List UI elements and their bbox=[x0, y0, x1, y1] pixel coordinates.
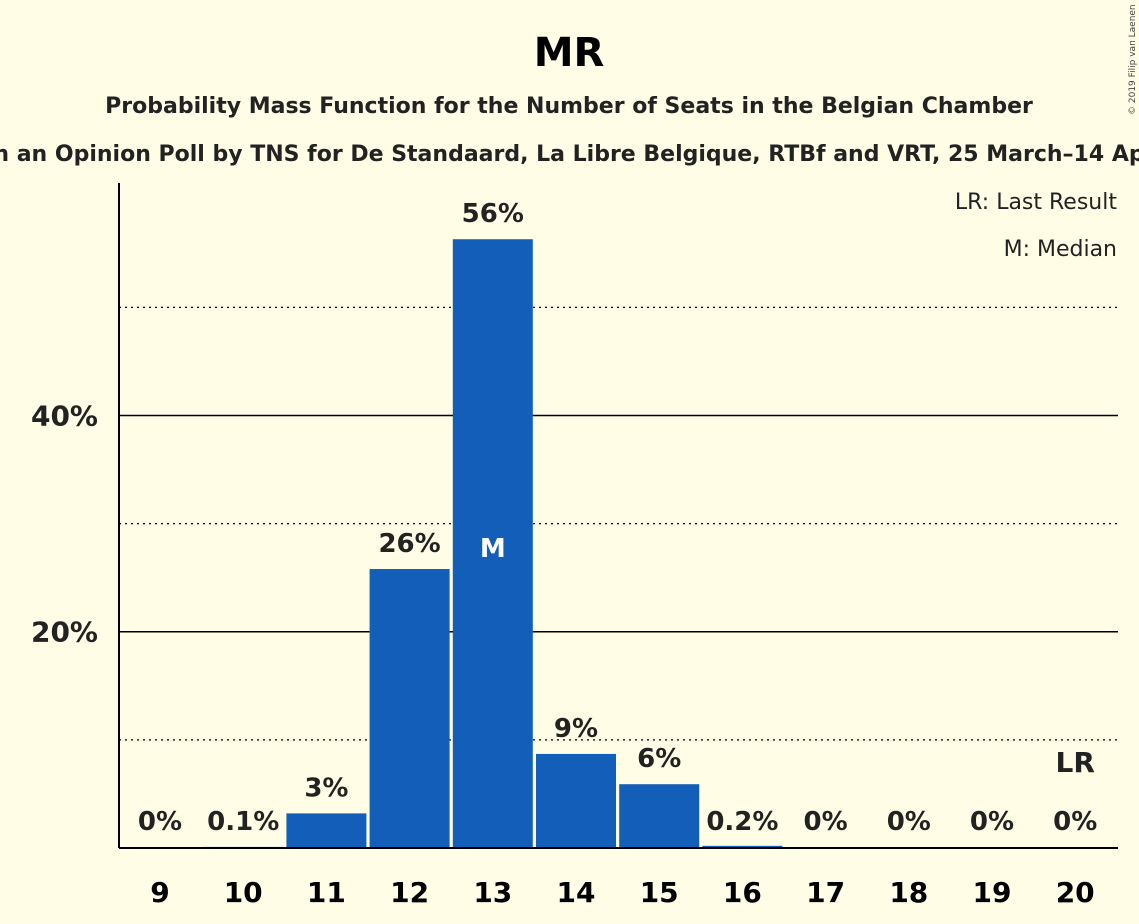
data-label-seat-13: 56% bbox=[462, 199, 524, 229]
chart-source-subtitle: n an Opinion Poll by TNS for De Standaar… bbox=[0, 142, 1139, 167]
x-tick-label: 18 bbox=[889, 876, 928, 909]
gridlines bbox=[119, 306, 1118, 741]
median-marker: M bbox=[480, 534, 506, 564]
chart-title: MR bbox=[534, 30, 605, 76]
x-tick-label: 19 bbox=[973, 876, 1012, 909]
data-labels: 0% 0.1% 3% 26% 56% 9% 6% 0.2% 0% 0% 0% 0% M LR bbox=[138, 199, 1097, 837]
y-tick-label: 40% bbox=[31, 399, 98, 432]
legend-last-result: LR: Last Result bbox=[955, 190, 1117, 215]
x-tick-label: 13 bbox=[473, 876, 512, 909]
data-label-seat-17: 0% bbox=[804, 807, 848, 837]
y-tick-label: 20% bbox=[31, 616, 98, 649]
data-label-seat-18: 0% bbox=[887, 807, 931, 837]
x-tick-label: 17 bbox=[806, 876, 845, 909]
copyright-note: © 2019 Filip van Laenen bbox=[1128, 4, 1138, 115]
bars bbox=[203, 239, 783, 848]
data-label-seat-10: 0.1% bbox=[207, 807, 279, 837]
y-tick-background bbox=[20, 393, 108, 438]
data-label-seat-15: 6% bbox=[637, 744, 681, 774]
data-label-seat-12: 26% bbox=[378, 529, 440, 559]
y-tick-background bbox=[20, 609, 108, 654]
x-tick-label: 15 bbox=[640, 876, 679, 909]
data-label-seat-14: 9% bbox=[554, 714, 598, 744]
data-label-seat-16: 0.2% bbox=[706, 807, 778, 837]
bar-seat-14 bbox=[536, 753, 616, 848]
x-tick-label: 12 bbox=[390, 876, 429, 909]
x-axis-ticks: 9 10 11 12 13 14 15 16 17 18 19 20 bbox=[150, 876, 1094, 909]
bar-seat-16 bbox=[702, 845, 783, 848]
data-label-seat-9: 0% bbox=[138, 807, 182, 837]
bar-seat-12 bbox=[369, 569, 450, 848]
data-label-seat-11: 3% bbox=[304, 773, 348, 803]
x-tick-label: 11 bbox=[307, 876, 346, 909]
data-label-seat-19: 0% bbox=[970, 807, 1014, 837]
x-tick-label: 14 bbox=[557, 876, 596, 909]
x-tick-label: 10 bbox=[224, 876, 263, 909]
x-tick-label: 16 bbox=[723, 876, 762, 909]
x-tick-label: 9 bbox=[150, 876, 169, 909]
bar-seat-13 bbox=[452, 239, 533, 848]
y-axis-ticks: 20% 40% bbox=[20, 393, 108, 654]
x-tick-label: 20 bbox=[1056, 876, 1095, 909]
bar-seat-15 bbox=[619, 784, 700, 848]
bar-seat-11 bbox=[286, 813, 367, 848]
last-result-marker: LR bbox=[1055, 746, 1094, 779]
data-label-seat-20: 0% bbox=[1053, 807, 1097, 837]
chart-subtitle: Probability Mass Function for the Number… bbox=[105, 94, 1033, 119]
legend-median: M: Median bbox=[1004, 237, 1117, 262]
